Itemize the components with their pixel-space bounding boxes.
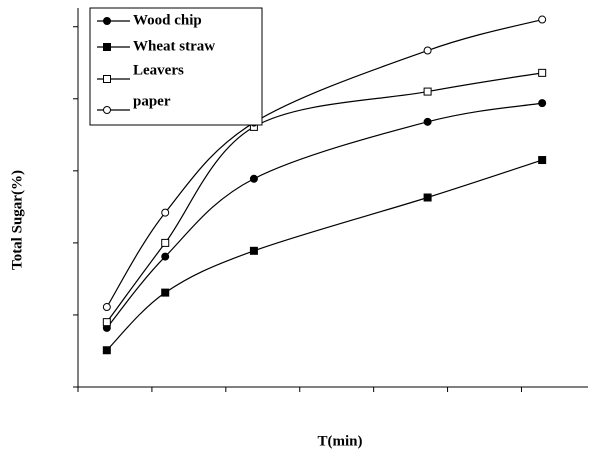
legend-label: Wheat straw <box>133 38 215 54</box>
legend-marker <box>103 75 111 83</box>
legend-box <box>89 7 263 126</box>
marker <box>538 99 547 108</box>
marker <box>423 87 432 96</box>
marker <box>423 117 432 126</box>
marker <box>538 15 547 24</box>
series-line <box>106 159 543 351</box>
legend-label: Leavers <box>133 62 184 78</box>
marker <box>102 318 111 327</box>
legend-marker <box>103 43 111 51</box>
marker <box>161 288 170 297</box>
legend-marker <box>103 106 111 114</box>
marker <box>161 252 170 261</box>
marker <box>249 246 258 255</box>
series-line <box>106 102 543 329</box>
marker <box>538 68 547 77</box>
legend-label: paper <box>133 93 171 109</box>
legend-label: Wood chip <box>133 12 202 28</box>
marker <box>102 303 111 312</box>
marker <box>538 156 547 165</box>
legend-marker <box>103 17 111 25</box>
marker <box>161 238 170 247</box>
x-axis-label: T(min) <box>318 433 363 449</box>
marker <box>161 208 170 217</box>
marker <box>423 193 432 202</box>
marker <box>249 174 258 183</box>
y-axis-label: Total Sugar(%) <box>9 170 25 270</box>
marker <box>102 346 111 355</box>
marker <box>423 46 432 55</box>
